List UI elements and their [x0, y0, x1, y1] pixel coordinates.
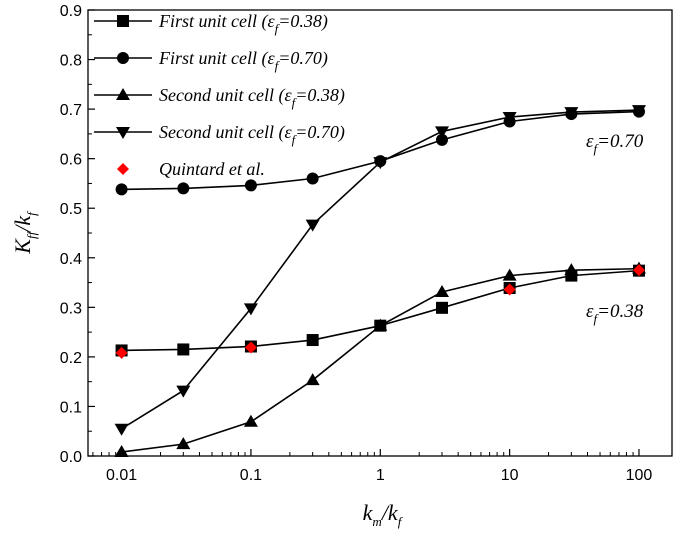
legend-marker [117, 15, 129, 27]
data-point [115, 183, 128, 196]
data-point [243, 303, 258, 316]
data-point [434, 126, 449, 139]
data-point [176, 437, 191, 450]
legend-entry-label: First unit cell (εf=0.70) [158, 48, 328, 73]
data-point [115, 346, 128, 359]
data-point [244, 341, 257, 354]
x-axis-label: km/kf [363, 500, 404, 529]
legend-entry-label: Second unit cell (εf=0.70) [159, 122, 345, 147]
data-point [114, 445, 129, 458]
axis-ticks: 0.0 0.1 0.2 0.3 0.4 0.5 0.6 0.7 0.8 0.9 0.01 0.1 1 10… [60, 3, 653, 484]
y-tick-label: 0.4 [60, 251, 82, 268]
series-layer [114, 105, 646, 458]
y-tick-label: 0.6 [60, 152, 82, 169]
data-point [564, 107, 579, 120]
y-tick-label: 0.9 [60, 3, 82, 20]
x-tick-label: 0.1 [240, 467, 262, 484]
data-point [564, 263, 579, 276]
data-point [243, 414, 258, 427]
x-tick-label: 0.01 [106, 467, 137, 484]
data-point [503, 283, 516, 296]
y-tick-label: 0.1 [60, 399, 82, 416]
annotations: εf=0.70 εf=0.38 [586, 131, 644, 326]
data-point [114, 423, 129, 436]
y-tick-label: 0.3 [60, 300, 82, 317]
data-point [373, 318, 388, 331]
data-point [176, 385, 191, 398]
data-point [434, 284, 449, 297]
legend-marker [116, 127, 130, 139]
series-4 [114, 105, 646, 436]
data-point [502, 112, 517, 125]
y-tick-label: 0.7 [60, 102, 82, 119]
data-point [373, 157, 388, 170]
data-point [244, 179, 257, 192]
y-tick-label: 0.5 [60, 201, 82, 218]
data-point [306, 334, 319, 347]
data-point [306, 172, 319, 185]
legend-entry-label: Quintard et al. [159, 159, 265, 179]
data-point [632, 264, 645, 277]
data-point [177, 182, 190, 195]
y-axis-label: Kff/kf [10, 210, 39, 255]
legend-entry-label: First unit cell (εf=0.38) [158, 11, 328, 36]
data-point [435, 301, 448, 314]
data-point [435, 133, 448, 146]
data-point [305, 219, 320, 232]
x-tick-label: 100 [626, 467, 653, 484]
plot-frame [87, 9, 673, 457]
legend: First unit cell (εf=0.38) First unit cell… [94, 11, 345, 179]
y-tick-label: 0.2 [60, 350, 82, 367]
y-tick-label: 0.0 [60, 449, 82, 466]
legend-marker [117, 163, 129, 175]
legend-marker [117, 52, 129, 64]
legend-entry-label: Second unit cell (εf=0.38) [159, 85, 345, 110]
y-tick-label: 0.8 [60, 53, 82, 70]
annotation-label: εf=0.38 [586, 301, 644, 326]
x-tick-label: 1 [376, 467, 385, 484]
legend-marker [116, 88, 130, 100]
data-point [502, 268, 517, 281]
data-point [305, 373, 320, 386]
x-tick-label: 10 [501, 467, 519, 484]
data-point [177, 343, 190, 356]
annotation-label: εf=0.70 [586, 131, 644, 156]
series-5 [115, 264, 645, 359]
data-point [631, 105, 646, 118]
